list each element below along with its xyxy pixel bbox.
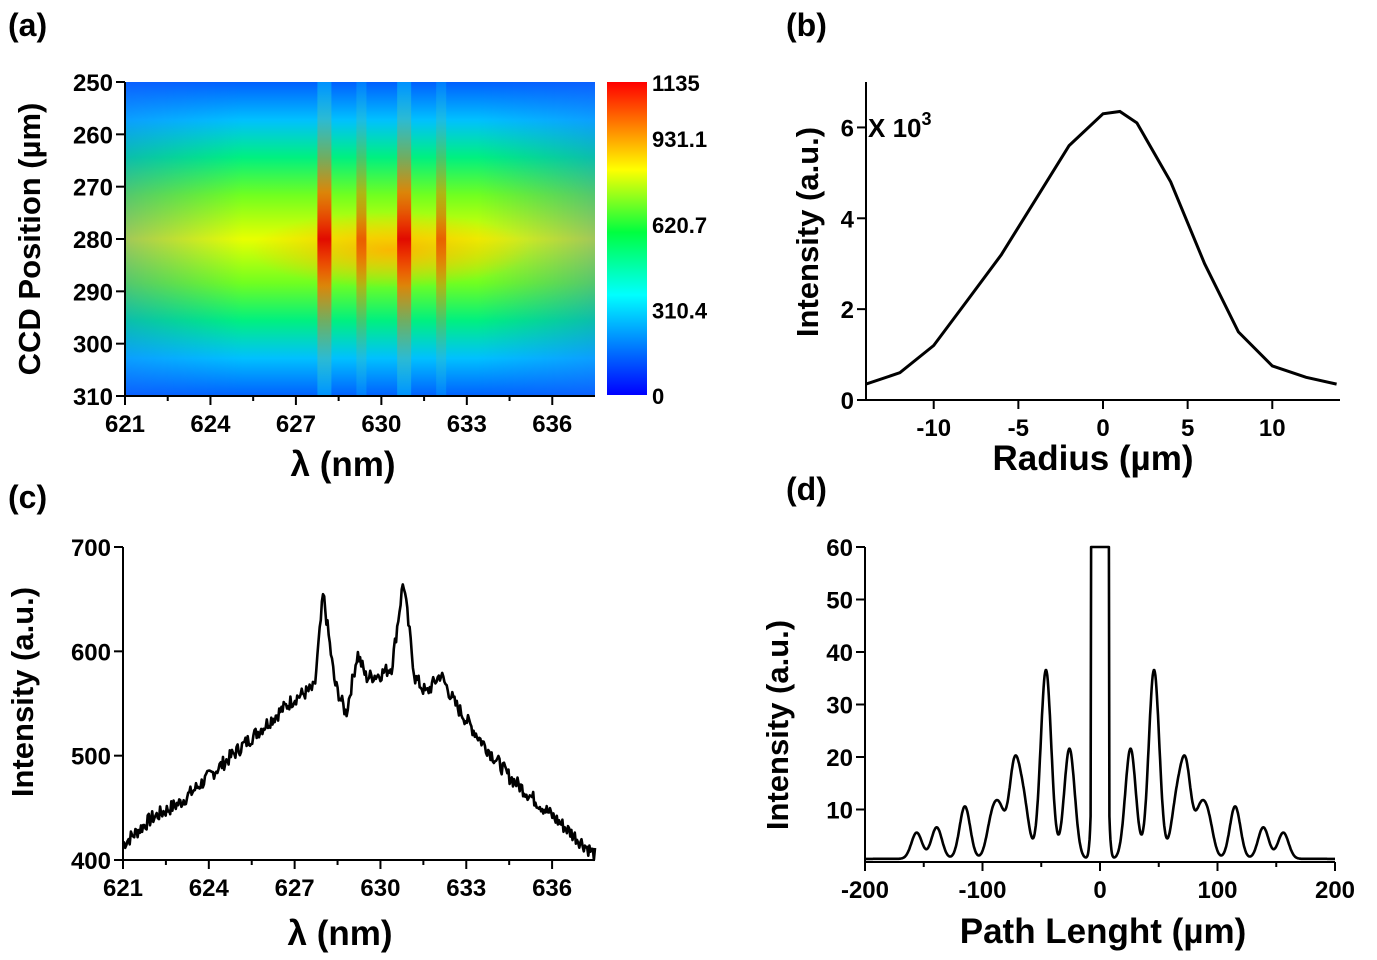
y-tick-label: 600: [71, 639, 111, 666]
y-tick-label: 50: [826, 588, 853, 615]
x-axis-title-a: λ (nm): [291, 445, 396, 484]
panel-label-b: (b): [786, 7, 827, 43]
x-axis-title-c: λ (nm): [288, 914, 393, 953]
panel-d: (d) -200 -100 0 100 200 10 20 30 40 50 60 Intensit…: [760, 471, 1355, 951]
x-tick-label: -100: [958, 877, 1006, 904]
series-line-d: [864, 545, 1336, 861]
x-tick-label: -10: [916, 415, 951, 442]
axes-d: -200 -100 0 100 200 10 20 30 40 50 60: [826, 535, 1355, 904]
heatmap-plot: [125, 82, 595, 396]
x-tick-label: 5: [1181, 415, 1194, 442]
x-tick-label: -200: [841, 877, 889, 904]
x-tick-label: 621: [103, 875, 143, 902]
y-tick-label: 2: [841, 297, 854, 324]
panel-label-c: (c): [8, 479, 47, 515]
colorbar-tick-label: 931.1: [652, 127, 707, 152]
x-tick-label: 624: [189, 875, 230, 902]
colorbar-tick-label: 1135: [652, 71, 700, 96]
heatmap-peak-lines: [317, 82, 447, 396]
multiplier-label-b: X 103: [868, 109, 932, 143]
x-tick-label: 624: [190, 411, 231, 438]
colorbar: 1135 931.1 620.7 310.4 0: [607, 71, 708, 409]
y-tick-label: 6: [841, 115, 854, 142]
heatmap-peak-line: [436, 82, 447, 396]
x-axis-title-b: Radius (µm): [992, 439, 1193, 478]
colorbar-ticks: 1135 931.1 620.7 310.4 0: [652, 71, 708, 409]
colorbar-tick-label: 310.4: [652, 298, 708, 323]
x-tick-label: 100: [1197, 877, 1237, 904]
axes-a: 621 624 627 630 633 636 250 260 270 280 290 300 310: [73, 70, 595, 438]
axes-b: -10 -5 0 5 10 0 2 4 6: [841, 82, 1340, 442]
panel-c: (c) 621 624 627 630 633 636 400 500 600 700 Inten…: [5, 479, 597, 953]
y-tick-label: 10: [826, 798, 853, 825]
y-tick-label: 4: [841, 206, 855, 233]
axes-c: 621 624 627 630 633 636 400 500 600 700: [71, 535, 595, 902]
y-axis-title-a: CCD Position (µm): [12, 103, 47, 376]
heatmap-peak-line: [317, 82, 332, 396]
x-tick-label: 630: [360, 875, 400, 902]
x-tick-label: 627: [276, 411, 316, 438]
y-tick-label: 260: [73, 122, 113, 149]
y-tick-label: 250: [73, 70, 113, 97]
panel-label-a: (a): [8, 7, 47, 43]
y-axis-title-c: Intensity (a.u.): [5, 587, 40, 797]
panel-label-d: (d): [786, 471, 827, 507]
multiplier-exponent: 3: [922, 109, 932, 129]
x-tick-label: 636: [532, 875, 572, 902]
y-axis-title-d: Intensity (a.u.): [760, 620, 795, 830]
series-line-b: [865, 109, 1337, 386]
heatmap-peak-line: [356, 82, 367, 396]
colorbar-tick-label: 0: [652, 384, 664, 409]
y-tick-label: 310: [73, 384, 113, 411]
heatmap-hot-core: [250, 212, 530, 288]
y-tick-label: 290: [73, 279, 113, 306]
y-tick-label: 280: [73, 227, 113, 254]
panel-b: (b) -10 -5 0 5 10 0 2 4 6 X 103 Intensity (a.u.)…: [786, 7, 1340, 478]
x-tick-label: 0: [1096, 415, 1109, 442]
y-axis-title-b: Intensity (a.u.): [790, 127, 825, 337]
colorbar-gradient: [607, 82, 647, 395]
x-tick-label: 10: [1259, 415, 1286, 442]
x-tick-label: 200: [1315, 877, 1355, 904]
x-tick-label: 630: [361, 411, 401, 438]
y-tick-label: 30: [826, 693, 853, 720]
y-tick-label: 270: [73, 175, 113, 202]
colorbar-tick-label: 620.7: [652, 213, 707, 238]
x-tick-label: 633: [447, 411, 487, 438]
y-tick-label: 700: [71, 535, 111, 562]
x-tick-label: 0: [1093, 877, 1106, 904]
y-tick-label: 60: [826, 535, 853, 562]
y-tick-label: 300: [73, 332, 113, 359]
x-tick-label: 627: [275, 875, 315, 902]
y-tick-label: 20: [826, 745, 853, 772]
heatmap-peak-line: [397, 82, 412, 396]
x-tick-label: 621: [105, 411, 145, 438]
x-tick-label: -5: [1008, 415, 1029, 442]
y-tick-label: 40: [826, 640, 853, 667]
x-tick-label: 633: [446, 875, 486, 902]
y-tick-label: 500: [71, 744, 111, 771]
x-tick-label: 636: [532, 411, 572, 438]
y-tick-label: 0: [841, 388, 854, 415]
multiplier-base: X 10: [868, 113, 922, 143]
panel-a: (a) 621 624 627 630 633 636 250 260 270 280 290 300…: [8, 7, 708, 484]
x-axis-title-d: Path Lenght (µm): [960, 912, 1247, 951]
series-line-c: [121, 583, 597, 862]
y-tick-label: 400: [71, 848, 111, 875]
